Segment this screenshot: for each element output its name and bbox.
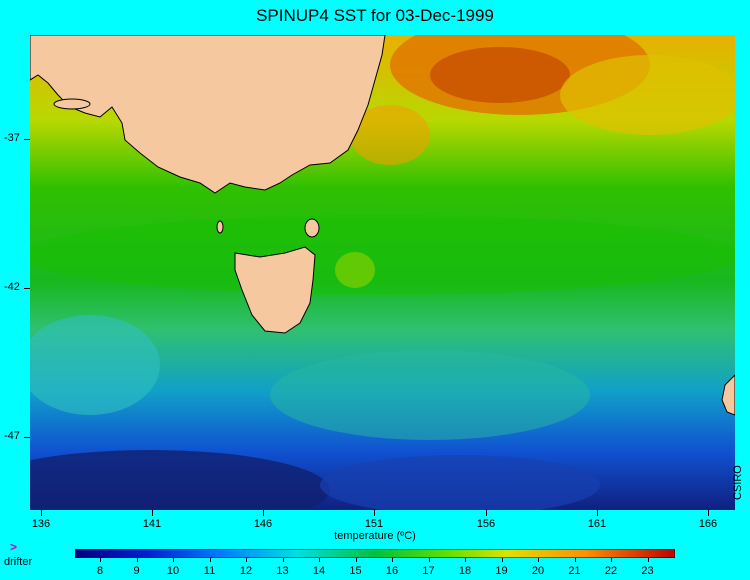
green-band <box>30 215 735 295</box>
lon-tick <box>41 510 42 516</box>
flinders-island <box>304 218 320 238</box>
lon-tick <box>374 510 375 516</box>
colorbar-tick <box>538 558 539 562</box>
drifter-legend-label: drifter <box>4 556 33 568</box>
colorbar-tick-label: 12 <box>239 565 253 577</box>
tasmania <box>234 246 316 334</box>
warm-eddy-east <box>560 55 735 135</box>
colorbar-tick-label: 14 <box>312 565 326 577</box>
lon-label: 156 <box>476 518 496 530</box>
cold-south-east <box>320 455 600 510</box>
colorbar-tick <box>246 558 247 562</box>
colorbar-tick-label: 16 <box>385 565 399 577</box>
drifter-marker-icon: > <box>10 540 18 554</box>
lat-label: -37 <box>4 132 20 144</box>
cold-south <box>30 450 330 510</box>
cool-pool-central <box>270 350 590 440</box>
colorbar-tick-label: 18 <box>458 565 472 577</box>
colorbar-tick <box>319 558 320 562</box>
lon-tick <box>486 510 487 516</box>
lon-label: 166 <box>698 518 718 530</box>
cool-pool-west <box>30 315 160 415</box>
colorbar-tick <box>282 558 284 562</box>
king-island <box>216 220 224 234</box>
colorbar-tick <box>355 558 357 562</box>
colorbar-tick-label: 19 <box>495 565 508 577</box>
colorbar-tick <box>574 558 576 562</box>
lon-tick <box>263 510 264 516</box>
colorbar-tick <box>209 558 211 562</box>
colorbar-tick <box>173 558 174 562</box>
lon-label: 141 <box>142 518 162 530</box>
lat-tick <box>24 288 30 289</box>
colorbar-tick-label: 20 <box>531 565 545 577</box>
lon-label: 151 <box>364 518 384 530</box>
colorbar-tick <box>611 558 612 562</box>
colorbar-tick-label: 17 <box>422 565 435 577</box>
warm-core <box>430 47 570 103</box>
lon-label: 136 <box>31 518 51 530</box>
colorbar-tick-label: 15 <box>349 565 362 577</box>
lon-tick <box>597 510 598 516</box>
colorbar-tick <box>100 558 101 562</box>
lon-tick <box>708 510 709 516</box>
new-zealand-fragment <box>721 374 735 416</box>
colorbar-tick-label: 9 <box>133 565 140 577</box>
colorbar-tick <box>136 558 138 562</box>
colorbar <box>75 549 675 558</box>
colorbar-tick-label: 8 <box>96 565 104 577</box>
lon-label: 146 <box>253 518 273 530</box>
credit-label: CSIRO <box>732 465 744 500</box>
lat-tick <box>24 437 30 438</box>
kangaroo-island <box>53 98 91 110</box>
colorbar-tick-label: 11 <box>203 565 216 577</box>
colorbar-tick-label: 23 <box>641 565 654 577</box>
colorbar-tick <box>647 558 649 562</box>
colorbar-tick-label: 10 <box>166 565 180 577</box>
map-title: SPINUP4 SST for 03-Dec-1999 <box>256 6 494 25</box>
lat-label: -42 <box>4 281 20 293</box>
colorbar-tick <box>392 558 393 562</box>
lat-tick <box>24 139 30 140</box>
lon-tick <box>152 510 153 516</box>
warm-eddy-coast <box>350 105 430 165</box>
colorbar-label: temperature (ºC) <box>334 530 416 542</box>
lat-label: -47 <box>4 430 20 442</box>
sst-map <box>30 35 735 510</box>
colorbar-tick-label: 22 <box>604 565 618 577</box>
colorbar-tick <box>428 558 430 562</box>
colorbar-tick <box>501 558 503 562</box>
colorbar-tick <box>465 558 466 562</box>
colorbar-tick-label: 13 <box>276 565 289 577</box>
lon-label: 161 <box>587 518 607 530</box>
colorbar-tick-label: 21 <box>568 565 581 577</box>
